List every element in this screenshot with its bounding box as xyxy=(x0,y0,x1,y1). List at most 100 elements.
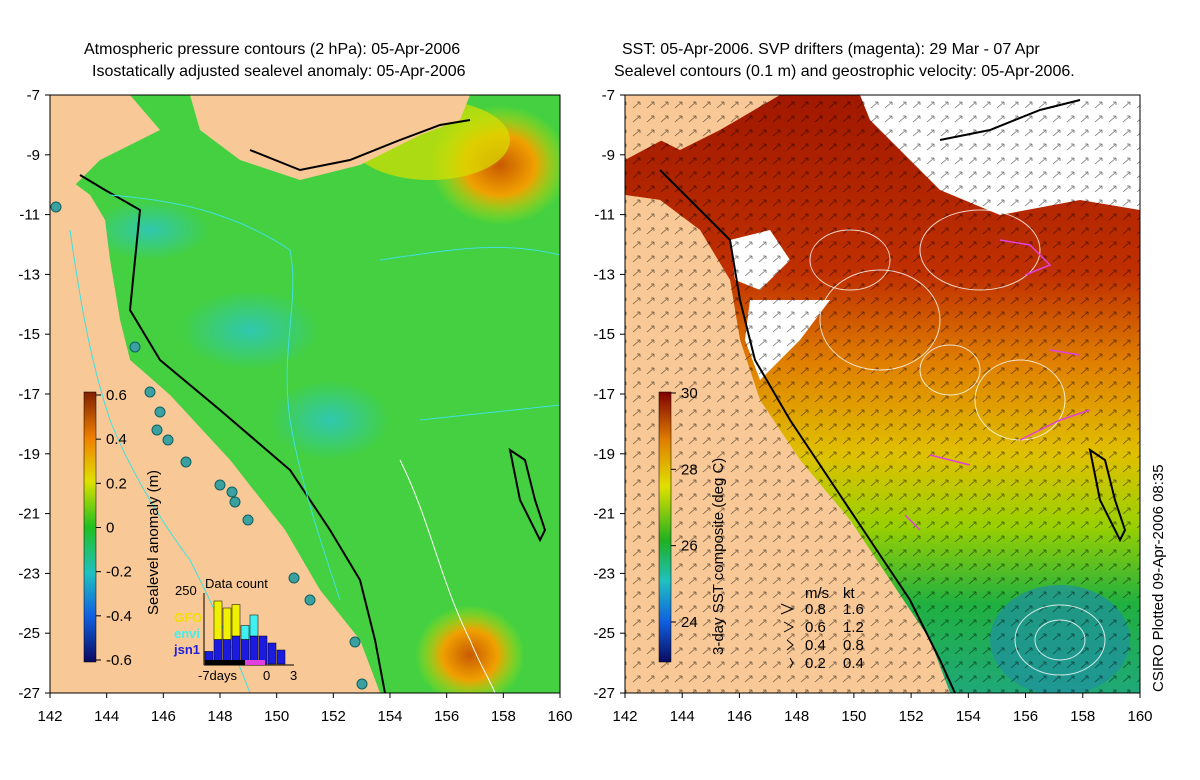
left-pressure-contour-4 xyxy=(399,459,496,693)
left_panel-x-tick-label: 152 xyxy=(321,708,346,725)
left-cool-eddy-2 xyxy=(270,380,390,460)
data-count-axis-mid: 0 xyxy=(263,668,270,683)
left_panel-y-tick-label: -25 xyxy=(18,625,40,642)
velocity-legend-arrow xyxy=(789,657,794,669)
colorbar-tick-label: 0 xyxy=(106,520,114,537)
left_panel-y-tick-label: -21 xyxy=(18,506,40,523)
right-png-coast xyxy=(939,99,1081,141)
right_panel-x-tick-label: 148 xyxy=(784,708,809,725)
right_panel-x-tick-label: 150 xyxy=(841,708,866,725)
left_panel-y-tick-label: -23 xyxy=(18,565,40,582)
histogram-current-marker xyxy=(245,660,265,665)
left-pressure-contour-3 xyxy=(419,404,560,421)
right_panel-x-tick-label: 160 xyxy=(1127,708,1152,725)
left-colorbar-ramp xyxy=(83,391,97,663)
colorbar-tick-label: 0.4 xyxy=(106,431,127,448)
left-reef-island xyxy=(508,447,547,543)
right_panel-y-tick-label: -15 xyxy=(593,326,615,343)
right-velocity-vectors xyxy=(625,95,1140,693)
data-count-axis-left: -7days xyxy=(198,668,238,683)
right-colorbar: 30 28 26 24 3-day SST composite (deg C) xyxy=(658,385,727,663)
right-svp-drifters xyxy=(904,239,1091,531)
colorbar-tick-label: 24 xyxy=(681,614,698,631)
left_panel-x-tick-label: 160 xyxy=(547,708,572,725)
right-colorbar-label: 3-day SST composite (deg C) xyxy=(710,458,727,655)
right-map xyxy=(625,95,1140,693)
right_panel-y-tick-label: -27 xyxy=(593,685,615,702)
colorbar-tick-label: -0.2 xyxy=(106,564,132,581)
right_panel-x-tick-label: 146 xyxy=(727,708,752,725)
left-title-line1: Atmospheric pressure contours (2 hPa): 0… xyxy=(84,41,461,58)
right_panel-y-tick-label: -25 xyxy=(593,625,615,642)
left_panel-y-tick-label: -17 xyxy=(18,386,40,403)
left-cool-eddy-4 xyxy=(90,200,210,260)
left_panel-x-tick-label: 158 xyxy=(491,708,516,725)
colorbar-tick-label: 30 xyxy=(681,385,698,402)
left-colorbar: 0.6 0.4 0.2 0 -0.2 -0.4 -0.6 Sealevel anomaly … xyxy=(83,387,162,669)
data-count-axis-right: 3 xyxy=(290,668,297,683)
left_panel-y-tick-label: -15 xyxy=(18,326,40,343)
legend-jsn1: jsn1 xyxy=(173,642,200,657)
right_panel-x-tick-label: 144 xyxy=(670,708,695,725)
colorbar-tick-label: 26 xyxy=(681,538,698,555)
velocity-legend: m/s kt 0.8 1.60.6 1.20.4 0.80.2 0.4 xyxy=(780,585,864,672)
velocity-legend-kt: 0.8 xyxy=(843,637,864,654)
left_panel-y-tick-label: -19 xyxy=(18,446,40,463)
left-land-png xyxy=(190,95,470,180)
histogram-bar-jsn1 xyxy=(249,635,259,665)
velocity-legend-arrow xyxy=(786,639,794,651)
legend-envi: envi xyxy=(174,626,200,641)
right_panel-x-tick-label: 152 xyxy=(899,708,924,725)
left-y-axis: -7 -9 -11 -13 -15 -17 -19 -21 -23 -25 -27 xyxy=(18,87,50,702)
histogram-bar-gfo xyxy=(222,607,232,640)
data-count-title: Data count xyxy=(205,576,268,591)
right-reef-island xyxy=(1088,447,1127,543)
left_panel-x-tick-label: 144 xyxy=(94,708,119,725)
velocity-legend-arrow xyxy=(780,603,795,615)
left_panel-y-tick-label: -9 xyxy=(27,147,40,164)
right_panel-y-tick-label: -23 xyxy=(593,565,615,582)
right-title-line2: Sealevel contours (0.1 m) and geostrophi… xyxy=(614,63,1075,80)
left_panel-x-tick-label: 150 xyxy=(264,708,289,725)
colorbar-tick-label: 0.2 xyxy=(106,475,127,492)
histogram-bar-envi xyxy=(249,614,259,637)
right-colorbar-ramp xyxy=(658,391,672,663)
left-high-anomaly-south xyxy=(415,605,525,693)
left_panel-x-tick-label: 146 xyxy=(151,708,176,725)
right_panel-x-tick-label: 158 xyxy=(1070,708,1095,725)
left_panel-y-tick-label: -13 xyxy=(18,266,40,283)
velocity-legend-kt: 0.4 xyxy=(843,655,864,672)
velocity-legend-arrow xyxy=(783,621,795,633)
left-title-line2: Isostatically adjusted sealevel anomaly:… xyxy=(92,63,466,80)
left_panel-y-tick-label: -7 xyxy=(27,87,40,104)
right_panel-y-tick-label: -9 xyxy=(602,147,615,164)
colorbar-tick-label: -0.6 xyxy=(106,652,132,669)
legend-gfo: GFO xyxy=(174,610,202,625)
right_panel-y-tick-label: -21 xyxy=(593,506,615,523)
right-y-axis: -7 -9 -11 -13 -15 -17 -19 -21 -23 -25 -27 xyxy=(593,87,625,702)
right-title-line1: SST: 05-Apr-2006. SVP drifters (magenta)… xyxy=(622,41,1040,58)
left_panel-x-tick-label: 154 xyxy=(377,708,402,725)
histogram-bar-jsn1 xyxy=(231,635,241,665)
left-pressure-contour-5 xyxy=(379,246,560,261)
left-x-axis: 142 144 146 148 150 152 154 156 158 160 xyxy=(37,693,573,725)
velocity-legend-kt: 1.2 xyxy=(843,619,864,636)
right_panel-y-tick-label: -13 xyxy=(593,266,615,283)
data-count-max-label: 250 xyxy=(175,583,197,598)
left-altimeter-stations xyxy=(50,201,368,690)
histogram-bar-gfo xyxy=(213,600,223,640)
velocity-legend-ms: 0.8 xyxy=(805,601,826,618)
histogram-bar-jsn1 xyxy=(258,635,268,665)
colorbar-tick-label: -0.4 xyxy=(106,608,132,625)
right-coastline xyxy=(659,169,956,693)
velocity-unit-kt: kt xyxy=(843,585,856,602)
right-sealevel-contours xyxy=(809,209,1106,676)
plot-credit: CSIRO Plotted 09-Apr-2006 08:35 xyxy=(1150,464,1167,692)
left-coastline xyxy=(79,174,386,693)
velocity-legend-ms: 0.6 xyxy=(805,619,826,636)
right_panel-x-tick-label: 154 xyxy=(956,708,981,725)
histogram-bar-jsn1 xyxy=(276,649,286,665)
colorbar-tick-label: 0.6 xyxy=(106,387,127,404)
right_panel-x-tick-label: 142 xyxy=(612,708,637,725)
velocity-legend-kt: 1.6 xyxy=(843,601,864,618)
